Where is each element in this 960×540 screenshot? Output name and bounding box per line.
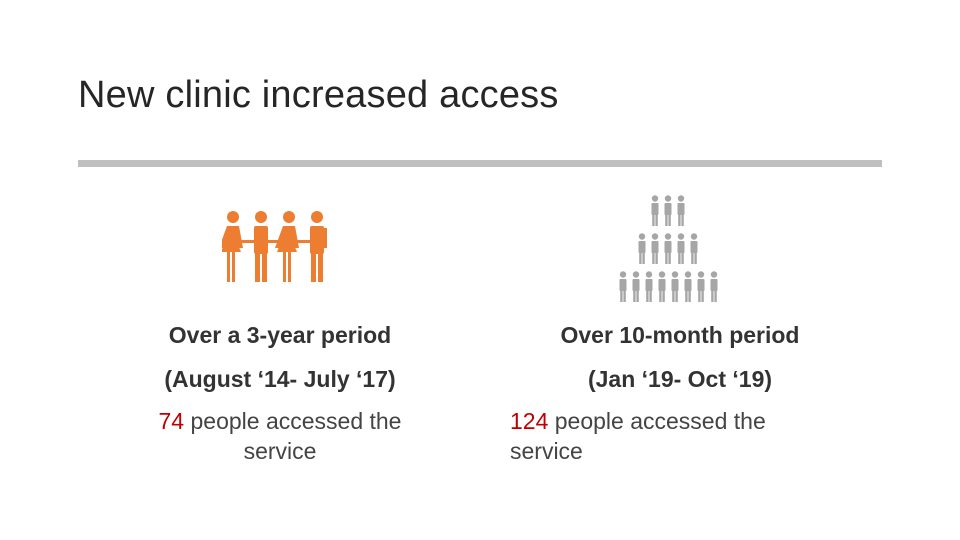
left-range: (August ‘14- July ‘17) (164, 366, 396, 392)
left-count: 74 (158, 408, 185, 434)
title-divider (78, 160, 882, 167)
right-stat-text: 124 people accessed the service (505, 406, 855, 466)
people-group-icon (222, 211, 327, 282)
right-text-2: service (510, 438, 583, 464)
right-range: (Jan ‘19- Oct ‘19) (587, 366, 773, 392)
right-count: 124 (510, 408, 549, 434)
left-stat-text: 74 people accessed the service (130, 406, 430, 466)
left-stat-block: Over a 3-year period (August ‘14- July ‘… (130, 318, 430, 466)
left-period: Over a 3-year period (168, 322, 392, 348)
crowd-icon (619, 195, 718, 302)
right-text-1: people accessed the (548, 408, 766, 434)
left-text-2: service (243, 438, 317, 464)
left-text-1: people accessed the (184, 408, 402, 434)
right-stat-block: Over 10-month period (Jan ‘19- Oct ‘19) … (505, 318, 855, 466)
right-period: Over 10-month period (560, 322, 800, 348)
slide-title: New clinic increased access (78, 74, 559, 116)
